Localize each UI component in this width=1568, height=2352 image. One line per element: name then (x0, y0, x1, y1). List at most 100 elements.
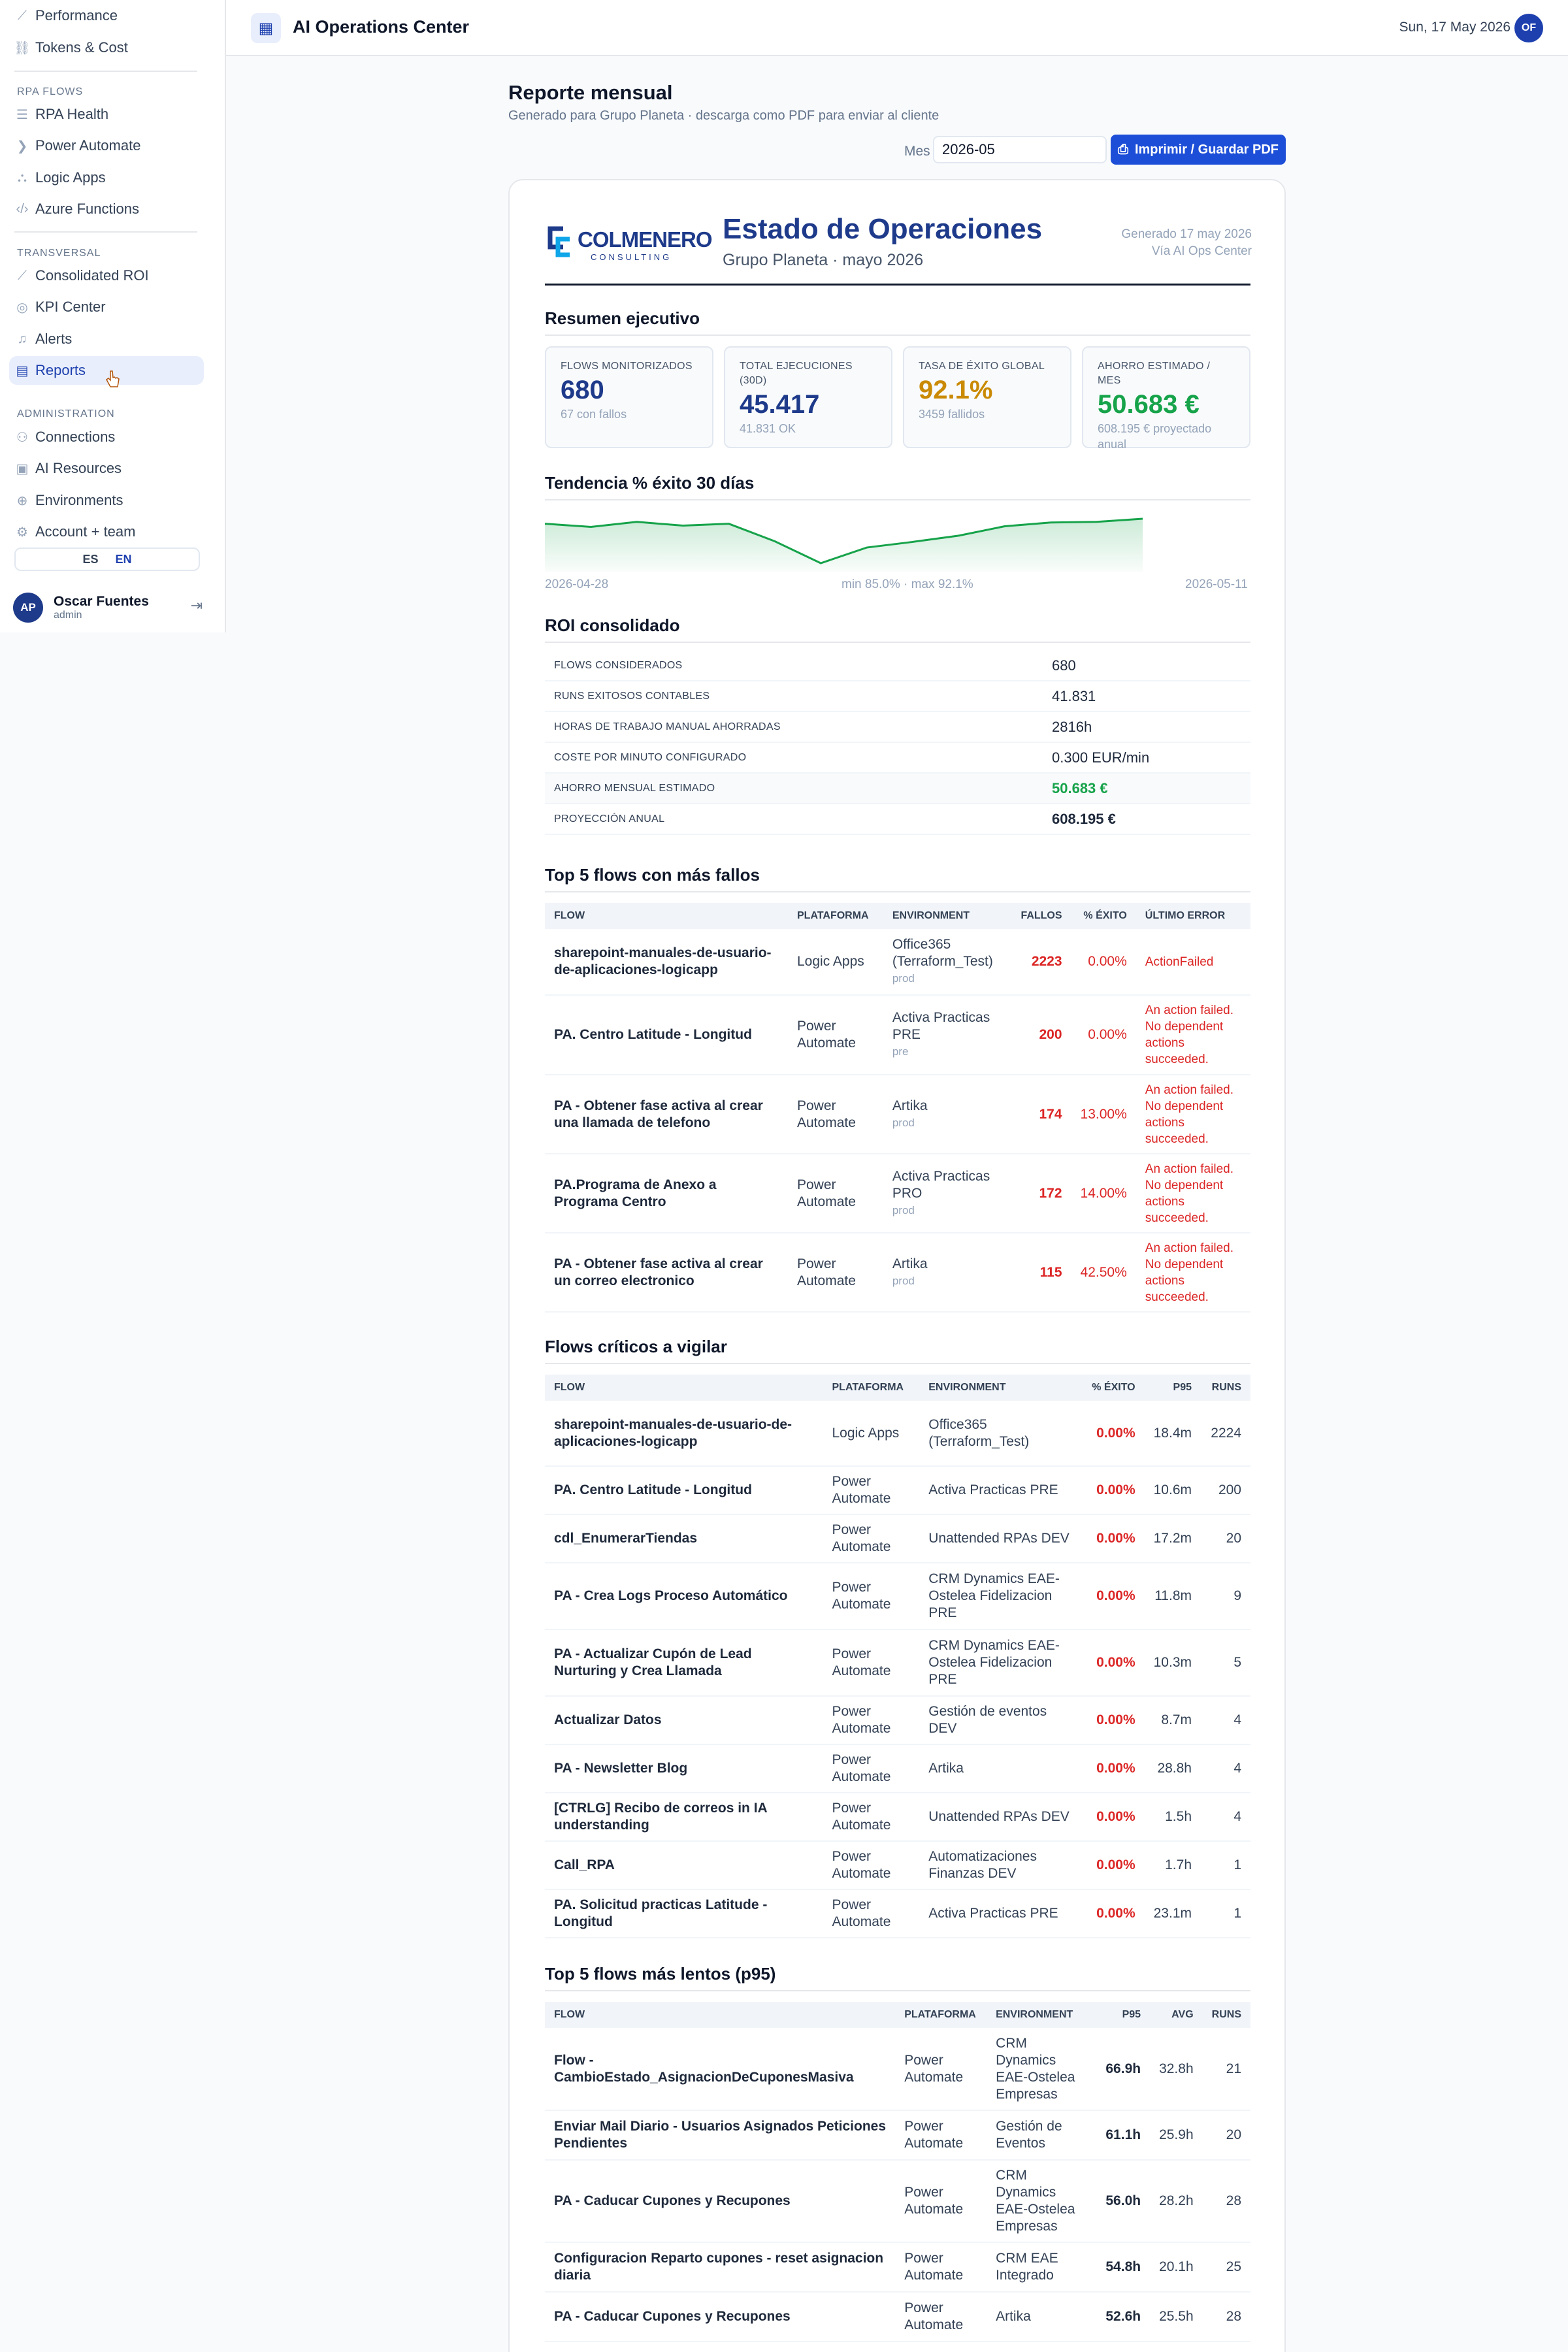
table-row: Actualizar Datos Power Automate Gestión … (545, 1696, 1250, 1745)
header-avatar[interactable]: OF (1514, 14, 1543, 42)
header-date: Sun, 17 May 2026 (1399, 20, 1511, 35)
lang-es-button[interactable]: ES (82, 552, 99, 566)
sidebar-item-ai-resources[interactable]: ▣ AI Resources (9, 454, 204, 483)
success-pct: 0.00% (1081, 1696, 1145, 1745)
runs: 20 (1201, 1514, 1250, 1563)
last-error: An action failed. No dependent actions s… (1135, 1075, 1250, 1154)
kpi-label: AHORRO ESTIMADO / MES (1098, 361, 1211, 386)
platform: Logic Apps (788, 929, 883, 996)
section-title-fails: Top 5 flows con más fallos (545, 865, 760, 885)
hand-cursor-icon (106, 370, 120, 387)
globe-icon: ⊕ (16, 493, 28, 508)
print-button-label: Imprimir / Guardar PDF (1134, 142, 1279, 157)
column-header: ENVIRONMENT (883, 903, 1011, 929)
print-button[interactable]: ⎙ Imprimir / Guardar PDF (1111, 135, 1286, 165)
success-pct: 0.00% (1081, 1744, 1145, 1793)
sidebar-item-label: AI Resources (35, 460, 122, 476)
runs: 25 (1202, 2242, 1250, 2293)
column-header: ENVIRONMENT (987, 2002, 1097, 2028)
sidebar-item-connections[interactable]: ⚇ Connections (9, 423, 204, 451)
sidebar-item-logic-apps[interactable]: ⛬ Logic Apps (9, 163, 204, 192)
p95: 10.6m (1144, 1466, 1201, 1515)
power-automate-icon: ❯ (16, 139, 28, 154)
platform: Power Automate (823, 1629, 920, 1697)
lang-en-button[interactable]: EN (115, 552, 132, 566)
code-icon: ‹/› (16, 201, 29, 216)
platform: Power Automate (788, 995, 883, 1075)
sidebar-item-label: Connections (35, 429, 116, 445)
sidebar-item-azure-functions[interactable]: ‹/› Azure Functions (9, 195, 204, 223)
top-bar: ▦ AI Operations Center Sun, 17 May 2026 … (226, 0, 1568, 56)
table-row: PA - Caducar Cupones y Recupones Power A… (545, 2292, 1250, 2342)
user-profile: AP Oscar Fuentes admin ⇥ (13, 591, 203, 625)
platform: Power Automate (788, 1154, 883, 1233)
section-title-exec: Resumen ejecutivo (545, 308, 700, 328)
sidebar-item-kpi-center[interactable]: ◎ KPI Center (9, 293, 204, 321)
env-tier: prod (892, 1116, 915, 1129)
platform: Power Automate (788, 1075, 883, 1154)
sidebar-item-consolidated-roi[interactable]: ⟋ Consolidated ROI (9, 261, 204, 290)
column-header: PLATAFORMA (788, 903, 883, 929)
roi-key: FLOWS CONSIDERADOS (554, 660, 683, 671)
flow-name: PA - Caducar Cupones y Recupones (545, 2160, 896, 2243)
p95: 8.7m (1144, 1696, 1201, 1745)
sidebar-item-alerts[interactable]: ♫ Alerts (9, 325, 204, 353)
table-row: cdl_EnumerarTiendas Power Automate Unatt… (545, 1514, 1250, 1563)
logo-sub: CONSULTING (591, 252, 672, 262)
trend-end-label: 2026-05-11 (1185, 578, 1248, 591)
section-header-transversal: TRANSVERSAL (17, 248, 101, 259)
flow-name: PA - Newsletter Blog (545, 1744, 823, 1793)
month-input[interactable] (933, 136, 1107, 163)
runs: 9 (1201, 1563, 1250, 1630)
environment: CRM Dynamics EAE-Ostelea Empresas (987, 2160, 1097, 2243)
p95: 1.5h (1144, 1793, 1201, 1842)
table-header-row: FLOW PLATAFORMA ENVIRONMENT FALLOS % ÉXI… (545, 903, 1250, 929)
kpi-card-success-rate: TASA DE ÉXITO GLOBAL 92.1% 3459 fallidos (903, 346, 1071, 448)
p95: 17.2m (1144, 1514, 1201, 1563)
table-row: Flow - CambioEstado_AsignacionDeCuponesM… (545, 2028, 1250, 2111)
user-name: Oscar Fuentes (54, 594, 149, 609)
sidebar-item-environments[interactable]: ⊕ Environments (9, 486, 204, 515)
section-title-trend: Tendencia % éxito 30 días (545, 473, 755, 493)
sidebar-item-label: Environments (35, 492, 123, 508)
fails-table: FLOW PLATAFORMA ENVIRONMENT FALLOS % ÉXI… (545, 903, 1250, 1313)
grid-icon[interactable]: ▦ (251, 13, 281, 43)
environment: Activa Practicas PRO prod (883, 1154, 1011, 1233)
slow-table: FLOW PLATAFORMA ENVIRONMENT P95 AVG RUNS… (545, 2002, 1250, 2342)
sidebar-item-performance[interactable]: ⟋ Performance (9, 1, 204, 30)
header-rule (545, 284, 1250, 286)
environment: Artika prod (883, 1233, 1011, 1313)
env-tier: prod (892, 1203, 915, 1217)
column-header: FLOW (545, 1375, 823, 1401)
page-title: Reporte mensual (508, 81, 673, 104)
p95: 56.0h (1096, 2160, 1151, 2243)
sidebar-item-tokens-cost[interactable]: ⛓ Tokens & Cost (9, 33, 204, 62)
sidebar-item-rpa-health[interactable]: ☰ RPA Health (9, 100, 204, 129)
link-icon: ⛓ (14, 41, 31, 56)
p95: 11.8m (1144, 1563, 1201, 1630)
p95: 10.3m (1144, 1629, 1201, 1697)
column-header: RUNS (1201, 1375, 1250, 1401)
env-name: Artika (892, 1098, 928, 1113)
sidebar-item-power-automate[interactable]: ❯ Power Automate (9, 131, 204, 160)
env-tier: prod (892, 972, 915, 985)
env-name: Activa Practicas PRO (892, 1168, 990, 1201)
section-header-rpa: RPA FLOWS (17, 86, 84, 97)
flow-name: PA - Obtener fase activa al crear una ll… (545, 1075, 788, 1154)
environment: Office365 (Terraform_Test) (919, 1401, 1082, 1467)
environment: CRM Dynamics EAE-Ostelea Empresas (987, 2028, 1097, 2111)
avg: 25.5h (1150, 2292, 1203, 2342)
fail-count: 115 (1011, 1233, 1071, 1313)
environment: Activa Practicas PRE pre (883, 995, 1011, 1075)
logout-icon[interactable]: ⇥ (190, 597, 203, 613)
avatar[interactable]: AP (13, 593, 43, 623)
plug-icon: ⚇ (16, 430, 28, 445)
column-header: % ÉXITO (1081, 1375, 1145, 1401)
column-header: AVG (1150, 2002, 1203, 2028)
flow-name: PA - Actualizar Cupón de Lead Nurturing … (545, 1629, 823, 1697)
section-rule (545, 642, 1250, 643)
sidebar-item-account-team[interactable]: ⚙ Account + team (9, 517, 204, 546)
platform: Power Automate (823, 1793, 920, 1842)
trend-line-icon: ⟋ (18, 8, 27, 23)
table-row: Configuracion Reparto cupones - reset as… (545, 2242, 1250, 2293)
